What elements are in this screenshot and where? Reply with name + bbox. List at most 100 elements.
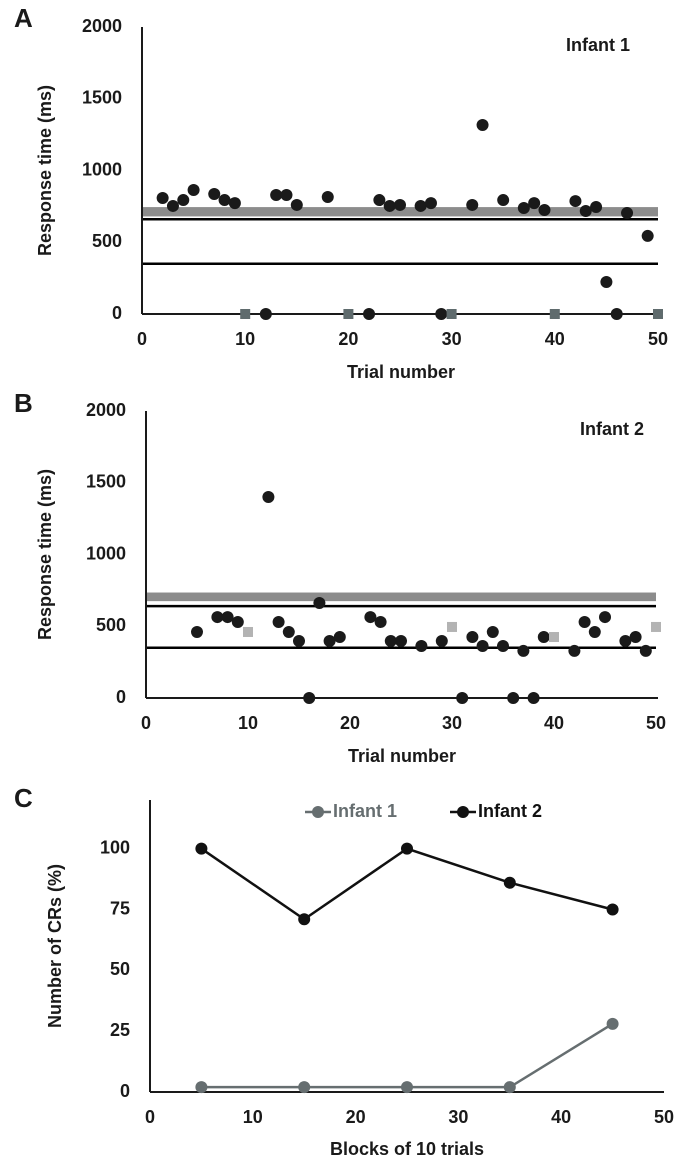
- point: [259, 308, 272, 320]
- y-tick-label: 500: [96, 615, 126, 635]
- x-tick-label: 40: [545, 329, 565, 349]
- x-tick-label: 10: [235, 329, 255, 349]
- point: [282, 625, 295, 638]
- point: [606, 1017, 619, 1030]
- y-tick-label: 2000: [86, 400, 126, 420]
- y-tick-label: 1500: [86, 472, 126, 492]
- y-tick-label: 50: [110, 959, 130, 979]
- point: [600, 275, 613, 288]
- y-axis-label: Response time (ms): [35, 85, 55, 256]
- point: [466, 631, 479, 644]
- annotation: Infant 2: [580, 419, 644, 439]
- point: [303, 692, 316, 704]
- y-axis-label: Response time (ms): [35, 469, 55, 640]
- point: [599, 611, 611, 624]
- point: [568, 644, 581, 657]
- point: [195, 1081, 208, 1094]
- point: [456, 692, 469, 704]
- point: [507, 692, 520, 704]
- point: [191, 625, 203, 638]
- point: [333, 631, 346, 644]
- reference-band: [142, 207, 658, 217]
- point: [243, 626, 253, 637]
- line: [201, 1022, 614, 1089]
- point: [272, 615, 285, 628]
- point: [517, 644, 530, 657]
- point: [435, 635, 448, 648]
- x-axis-label: Trial number: [348, 746, 456, 766]
- point: [156, 192, 169, 205]
- legend-marker: [312, 806, 324, 818]
- point: [497, 194, 510, 207]
- point: [447, 621, 457, 632]
- point: [323, 635, 336, 648]
- point: [373, 194, 386, 207]
- point: [298, 1081, 311, 1094]
- point: [208, 188, 221, 201]
- y-axis-label: Number of CRs (%): [45, 864, 65, 1028]
- point: [651, 621, 661, 632]
- point: [517, 201, 530, 214]
- point: [619, 635, 632, 648]
- x-tick-label: 30: [442, 713, 462, 733]
- point: [588, 625, 601, 638]
- legend-marker: [457, 806, 469, 818]
- x-tick-label: 40: [544, 713, 564, 733]
- x-tick-label: 50: [648, 329, 668, 349]
- point: [240, 309, 251, 319]
- panel-label: B: [14, 388, 33, 418]
- annotation: Infant 1: [566, 35, 630, 55]
- point: [395, 635, 407, 648]
- y-tick-label: 1000: [86, 543, 126, 563]
- panel-label: A: [14, 3, 33, 33]
- point: [476, 640, 489, 653]
- point: [262, 490, 275, 503]
- x-tick-label: 0: [141, 713, 151, 733]
- legend-label: Infant 1: [333, 801, 397, 821]
- point: [503, 1081, 516, 1094]
- point: [415, 640, 428, 653]
- point: [590, 200, 603, 213]
- panel-label: C: [14, 783, 33, 813]
- point: [313, 597, 326, 610]
- point: [364, 611, 377, 624]
- point: [218, 194, 231, 207]
- point: [221, 611, 234, 624]
- point: [538, 203, 551, 216]
- y-tick-label: 500: [92, 231, 122, 251]
- point: [414, 199, 427, 212]
- point: [528, 197, 541, 210]
- legend-label: Infant 2: [478, 801, 542, 821]
- point: [231, 615, 244, 628]
- point: [446, 309, 457, 319]
- point: [384, 635, 397, 648]
- line: [200, 847, 613, 921]
- reference-band: [146, 592, 656, 602]
- point: [293, 635, 305, 648]
- point: [621, 206, 634, 219]
- x-tick-label: 20: [338, 329, 358, 349]
- y-tick-label: 1500: [82, 88, 122, 108]
- x-axis-label: Trial number: [347, 362, 455, 382]
- x-tick-label: 30: [448, 1107, 468, 1127]
- x-tick-label: 10: [243, 1107, 263, 1127]
- point: [641, 229, 654, 242]
- point: [435, 308, 448, 320]
- y-tick-label: 1000: [82, 159, 122, 179]
- point: [363, 308, 376, 320]
- point: [549, 632, 559, 643]
- point: [290, 198, 303, 211]
- point: [211, 611, 224, 624]
- x-tick-label: 50: [654, 1107, 674, 1127]
- point: [401, 1081, 413, 1094]
- point: [374, 615, 387, 628]
- point: [343, 309, 354, 319]
- x-tick-label: 20: [346, 1107, 366, 1127]
- point: [629, 631, 642, 644]
- y-tick-label: 0: [112, 303, 122, 323]
- point: [401, 842, 413, 855]
- point: [195, 842, 208, 855]
- x-tick-label: 50: [646, 713, 666, 733]
- point: [187, 184, 200, 197]
